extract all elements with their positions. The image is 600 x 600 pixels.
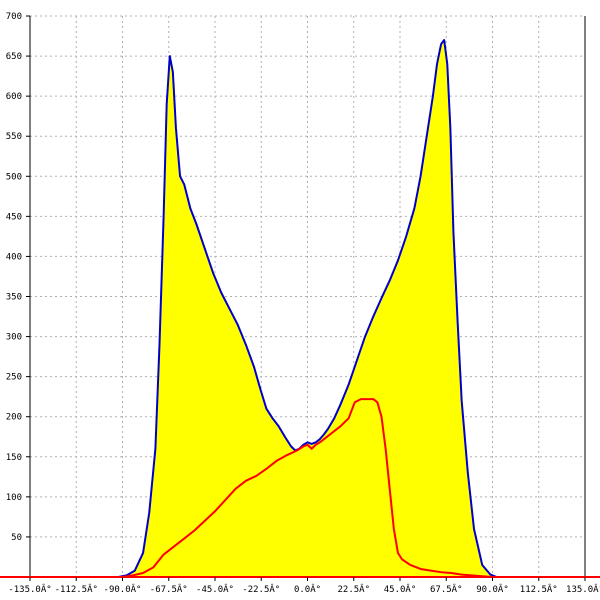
y-tick-label: 650 [6, 52, 22, 62]
series-2-line [30, 398, 585, 578]
series-1-line [30, 39, 585, 578]
x-tick-label: 22.5Â° [337, 583, 370, 595]
x-tick-label: 67.5Â° [430, 583, 463, 595]
x-tick-label: 135.0Â° [566, 583, 600, 595]
y-tick-label: 600 [6, 92, 22, 102]
y-tick-label: 150 [6, 453, 22, 463]
x-tick-label: 0.0Â° [294, 583, 321, 595]
y-tick-label: 400 [6, 252, 22, 262]
x-tick-label: -22.5Â° [242, 583, 280, 595]
x-tick-label: 90.0Â° [476, 583, 509, 595]
x-tick-label: -45.0Â° [196, 583, 234, 595]
x-tick-labels: -135.0Â° -112.5Â° -90.0Â° -67.5Â° -45.0Â° -22… [8, 583, 600, 595]
series-lines [30, 39, 585, 578]
x-tick-label: -90.0Â° [104, 583, 142, 595]
y-tick-label: 100 [6, 493, 22, 503]
y-tick-label: 250 [6, 373, 22, 383]
y-tick-label: 50 [11, 533, 22, 543]
series-areas [30, 40, 585, 578]
y-tick-label: 350 [6, 293, 22, 303]
series-1-area [30, 40, 585, 578]
y-tick-label: 450 [6, 212, 22, 222]
y-tick-labels: 50 100 150 200 250 300 350 400 450 500 550 600 650 70… [6, 12, 22, 543]
y-tick-label: 200 [6, 413, 22, 423]
axes [0, 15, 600, 581]
x-tick-label: 112.5Â° [520, 583, 558, 595]
x-tick-label: -112.5Â° [55, 583, 98, 595]
y-tick-label: 700 [6, 12, 22, 22]
y-tick-label: 550 [6, 132, 22, 142]
x-tick-label: -135.0Â° [8, 583, 51, 595]
y-tick-label: 500 [6, 172, 22, 182]
x-tick-label: -67.5Â° [150, 583, 188, 595]
x-tick-label: 45.0Â° [384, 583, 417, 595]
y-tick-label: 300 [6, 333, 22, 343]
